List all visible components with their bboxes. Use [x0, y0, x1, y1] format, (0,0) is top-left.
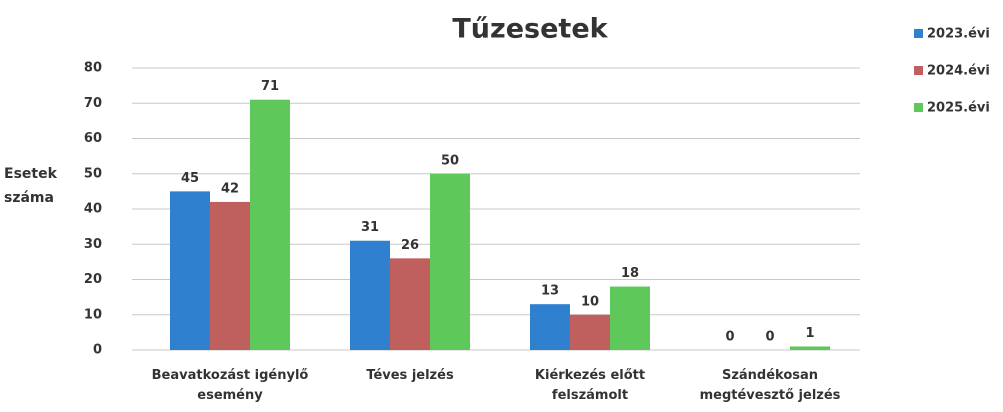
legend-label: 2023.évi	[927, 27, 990, 42]
data-label: 0	[765, 330, 774, 345]
y-tick-label: 30	[84, 237, 102, 252]
y-tick-label: 40	[84, 202, 102, 217]
chart-title: Tűzesetek	[452, 14, 608, 45]
bar	[790, 346, 830, 350]
bar	[170, 191, 210, 350]
data-label: 42	[221, 181, 239, 196]
bar	[350, 240, 390, 350]
data-label: 0	[725, 330, 734, 345]
bar	[570, 314, 610, 350]
data-label: 45	[181, 171, 199, 186]
y-tick-label: 50	[84, 166, 102, 181]
x-tick-label: Kiérkezés előtt felszámolt	[534, 368, 646, 403]
bar	[390, 258, 430, 350]
data-label: 31	[361, 220, 379, 235]
y-tick-label: 10	[84, 307, 102, 322]
x-tick-label: Szándékosan megtévesztő jelzés	[699, 368, 841, 403]
legend-swatch	[914, 103, 923, 112]
data-label: 1	[805, 326, 814, 341]
data-label: 10	[581, 294, 599, 309]
data-label: 71	[261, 79, 279, 94]
y-tick-label: 0	[93, 343, 102, 358]
legend-label: 2025.évi	[927, 101, 990, 116]
data-label: 50	[441, 153, 459, 168]
data-label: 13	[541, 284, 559, 299]
y-tick-label: 80	[84, 61, 102, 76]
data-label: 26	[401, 238, 419, 253]
x-tick-label: Beavatkozást igénylő esemény	[151, 368, 309, 403]
bar	[430, 173, 470, 350]
data-label: 18	[621, 266, 639, 281]
y-tick-label: 60	[84, 131, 102, 146]
legend-swatch	[914, 29, 923, 38]
y-axis-label: Esetek száma	[4, 166, 57, 206]
y-tick-label: 70	[84, 96, 102, 111]
bar	[610, 286, 650, 350]
bar	[210, 201, 250, 350]
x-tick-label: Téves jelzés	[366, 368, 454, 383]
bar	[250, 99, 290, 350]
legend-label: 2024.évi	[927, 64, 990, 79]
y-tick-label: 20	[84, 272, 102, 287]
bar	[530, 304, 570, 350]
legend-swatch	[914, 66, 923, 75]
